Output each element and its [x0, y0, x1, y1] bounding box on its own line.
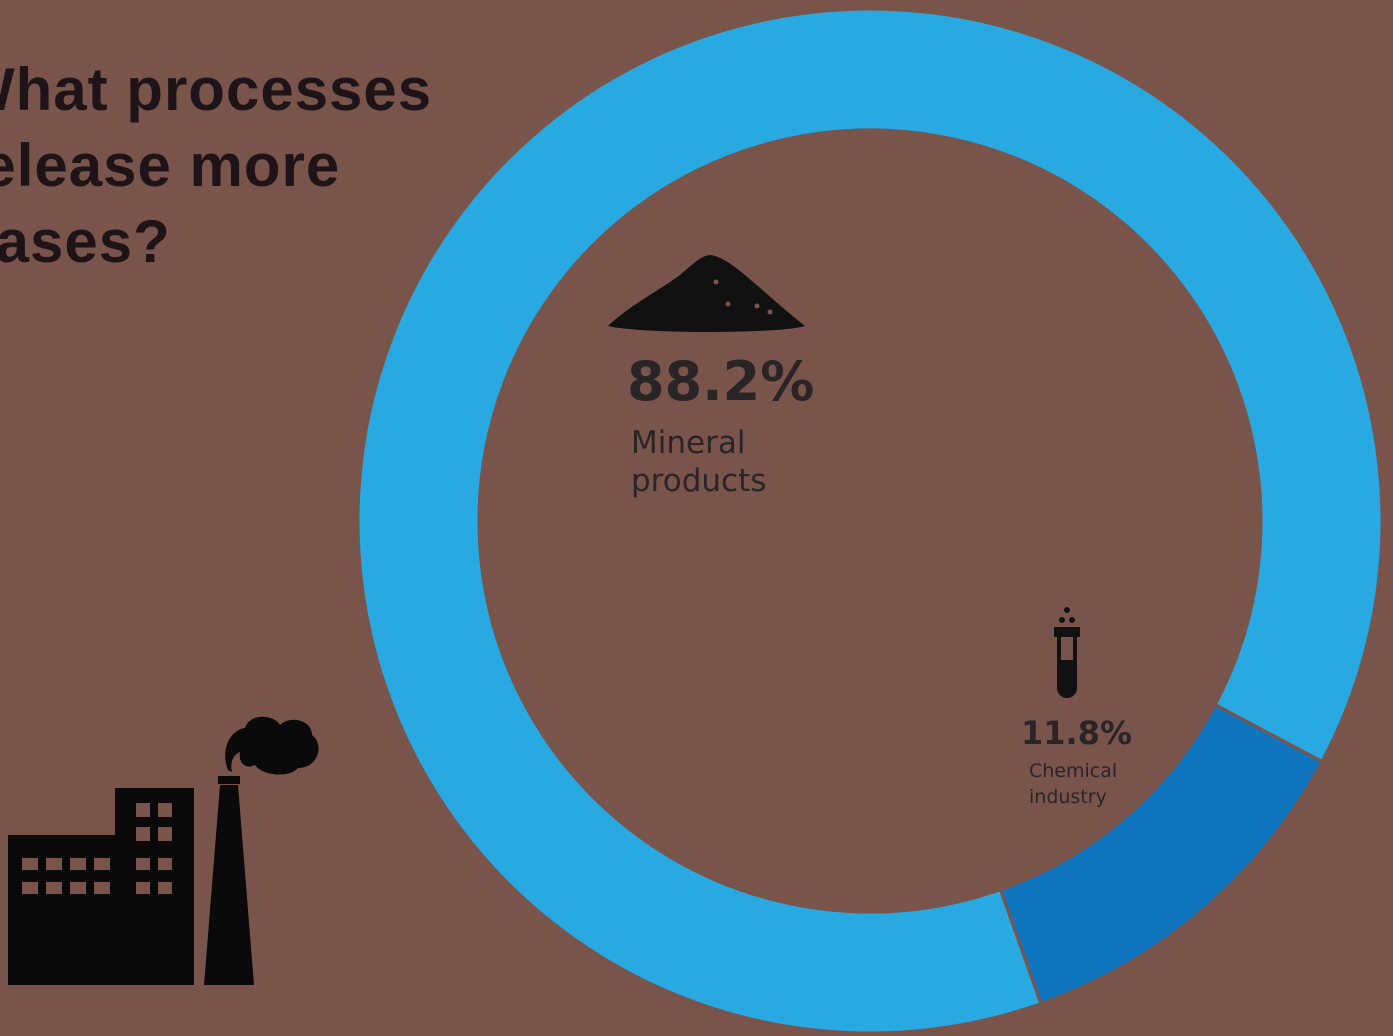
donut-segment [998, 702, 1325, 1006]
category-label: Chemical industry [1029, 760, 1118, 808]
chart-title: What processes release more gases? [0, 56, 433, 275]
test-tube-icon [1054, 607, 1080, 698]
factory-windows [22, 803, 172, 894]
pile-icon [608, 255, 805, 332]
factory-icon [8, 716, 319, 985]
value-label: 11.8% [1021, 714, 1133, 752]
donut [356, 7, 1384, 1035]
donut-segment [356, 7, 1384, 1035]
value-label: 88.2% [627, 350, 815, 413]
category-label: Mineral products [631, 425, 767, 499]
pile-dots [713, 279, 773, 315]
